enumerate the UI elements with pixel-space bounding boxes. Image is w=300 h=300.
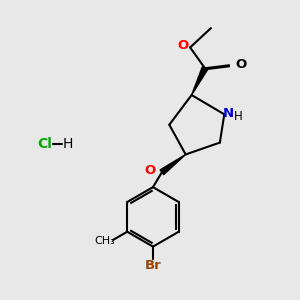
Text: H: H [63, 137, 74, 151]
Text: O: O [235, 58, 247, 71]
Text: O: O [177, 40, 189, 52]
Text: O: O [144, 164, 155, 177]
Text: Br: Br [145, 259, 161, 272]
Text: CH₃: CH₃ [94, 236, 115, 245]
Text: N: N [223, 106, 234, 120]
Polygon shape [160, 154, 186, 175]
Polygon shape [192, 67, 208, 95]
Text: Cl: Cl [37, 137, 52, 151]
Text: H: H [234, 110, 242, 123]
